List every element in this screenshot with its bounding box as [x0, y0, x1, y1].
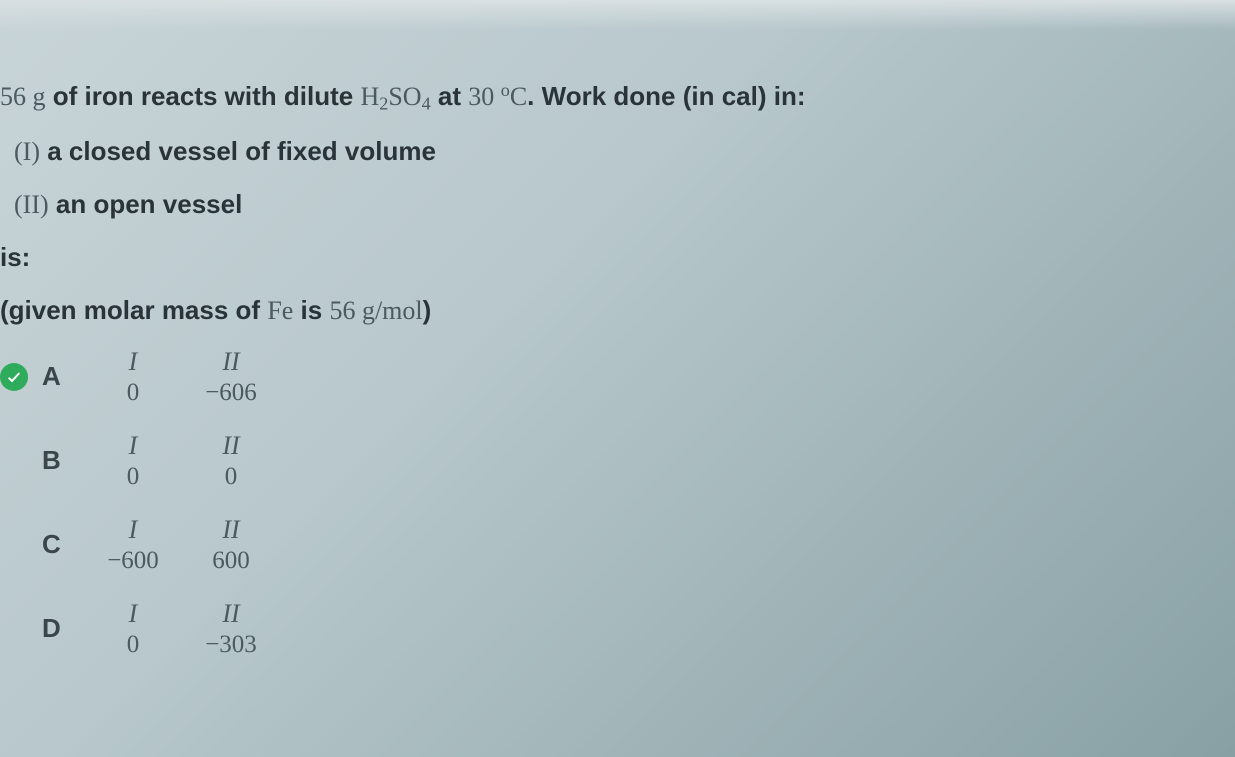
col-II-header: II [182, 515, 280, 545]
lead-text-1: of iron reacts with dilute [53, 81, 361, 111]
part-I-text: a closed vessel of fixed volume [47, 136, 436, 166]
lead-tail: . Work done (in cal) in: [527, 81, 805, 111]
part-I-line: (I) a closed vessel of fixed volume [14, 134, 1225, 169]
given-line: (given molar mass of Fe is 56 g/mol) [0, 293, 1225, 328]
col-I-header: I [84, 599, 182, 629]
option-a-table: I II 0 −606 [84, 347, 280, 407]
fe-symbol: Fe [267, 296, 293, 325]
val-II: 0 [182, 463, 280, 491]
col-II-header: II [182, 599, 280, 629]
val-I: 0 [84, 463, 182, 491]
option-letter: D [42, 613, 72, 644]
col-I-header: I [84, 347, 182, 377]
is-line: is: [0, 240, 1225, 275]
val-II: −606 [182, 379, 280, 407]
part-I-label: (I) [14, 137, 40, 166]
temperature-value: 30 oC [468, 82, 527, 111]
page-top-shadow [0, 0, 1235, 30]
option-a[interactable]: A I II 0 −606 [0, 347, 1225, 407]
mass-value: 56 g [0, 82, 46, 111]
lead-text-2: at [438, 81, 468, 111]
option-d-table: I II 0 −303 [84, 599, 280, 659]
given-mid: is [293, 295, 329, 325]
question-lead-line: 56 g of iron reacts with dilute H2SO4 at… [0, 78, 1225, 116]
col-I-header: I [84, 515, 182, 545]
col-II-header: II [182, 347, 280, 377]
part-II-label: (II) [14, 190, 49, 219]
option-letter: A [42, 361, 72, 392]
val-II: −303 [182, 631, 280, 659]
option-b[interactable]: B I II 0 0 [0, 431, 1225, 491]
formula-h2so4: H2SO4 [360, 82, 430, 111]
val-I: 0 [84, 379, 182, 407]
question-block: 56 g of iron reacts with dilute H2SO4 at… [0, 0, 1235, 669]
correct-badge-icon [0, 363, 28, 391]
molar-mass-value: 56 g/mol [329, 296, 422, 325]
option-b-table: I II 0 0 [84, 431, 280, 491]
option-letter: B [42, 445, 72, 476]
part-II-text: an open vessel [56, 189, 242, 219]
option-c[interactable]: C I II −600 600 [0, 515, 1225, 575]
val-I: −600 [84, 547, 182, 575]
val-I: 0 [84, 631, 182, 659]
given-suffix: ) [423, 295, 432, 325]
part-II-line: (II) an open vessel [14, 187, 1225, 222]
options-list: A I II 0 −606 B I II [0, 347, 1225, 659]
option-d[interactable]: D I II 0 −303 [0, 599, 1225, 659]
option-letter: C [42, 529, 72, 560]
given-prefix: (given molar mass of [0, 295, 267, 325]
val-II: 600 [182, 547, 280, 575]
col-II-header: II [182, 431, 280, 461]
col-I-header: I [84, 431, 182, 461]
option-c-table: I II −600 600 [84, 515, 280, 575]
